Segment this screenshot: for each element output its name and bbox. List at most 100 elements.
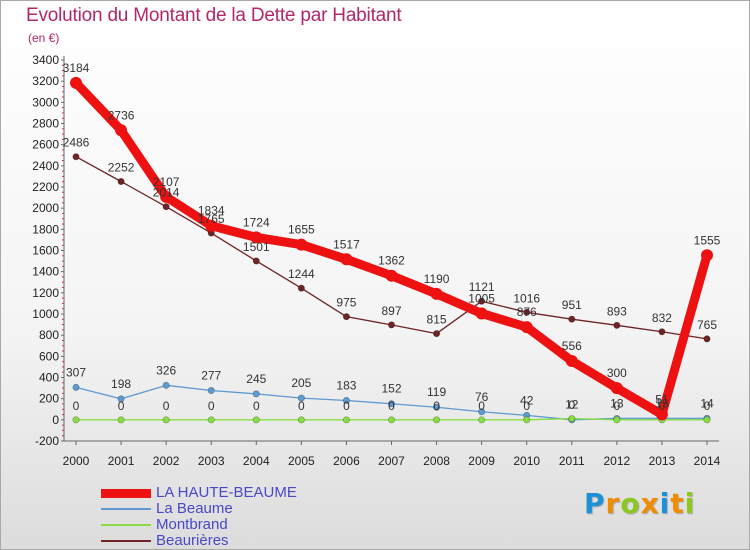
logo-letter: P [584,487,606,520]
data-point [342,416,350,424]
data-point [613,416,621,424]
data-point [475,307,488,320]
y-tick-label: 400 [39,371,59,385]
data-label: 51 [655,392,669,406]
chart-unit-label: (en €) [28,31,60,45]
data-point [701,249,713,262]
data-point [433,416,441,424]
data-label: 2252 [108,160,135,174]
data-point [207,416,215,424]
data-point [117,416,125,424]
y-tick-label: 3400 [32,53,59,67]
data-label: 0 [388,399,395,413]
data-point [478,416,486,424]
y-tick-label: 0 [52,413,59,427]
legend-item: Montbrand [101,517,401,533]
data-point [252,390,260,398]
y-tick-label: 800 [39,328,59,342]
legend-swatch [101,524,151,526]
y-tick-label: 2200 [32,180,59,194]
logo-letter: t [670,487,685,520]
data-point [115,124,128,137]
data-point [342,313,350,321]
data-label: 0 [659,399,666,413]
data-label: 0 [704,399,711,413]
data-point [162,416,170,424]
data-label: 12 [565,398,579,412]
data-point [207,387,215,395]
data-label: 119 [427,385,446,399]
data-label: 42 [520,393,534,407]
data-point [387,416,395,424]
data-label: 13 [655,396,669,410]
data-point [252,257,260,265]
logo-letter: o [620,487,641,520]
data-label: 0 [478,399,485,413]
data-label: 2736 [108,108,135,122]
data-label: 556 [562,339,582,353]
logo-letter: r [605,487,621,520]
legend-item: Beaurières [101,533,401,549]
data-point [117,177,125,185]
y-tick-label: 200 [39,392,59,406]
data-point [252,416,260,424]
y-tick-label: 3000 [32,95,59,109]
x-tick-label: 2002 [153,454,180,468]
data-label: 897 [381,304,401,318]
data-label: 975 [336,296,356,310]
legend-swatch [101,540,151,542]
legend-swatch [101,488,151,498]
logo-letter: x [640,487,660,520]
data-point [520,321,533,334]
data-label: 13 [610,396,624,410]
data-point [117,395,125,403]
data-label: 1121 [469,280,495,294]
y-tick-label: -200 [35,434,59,448]
legend-label: LA HAUTE-BEAUME [156,484,297,501]
data-label: 1244 [288,267,315,281]
line-chart: -200020040060080010001200140016001800200… [32,53,721,468]
data-point [297,284,305,292]
x-tick-label: 2004 [243,454,270,468]
data-label: 0 [433,399,440,413]
data-label: 876 [517,305,537,319]
data-point [568,315,576,323]
data-point [160,190,173,203]
data-label: 0 [73,399,80,413]
y-tick-label: 2400 [32,159,59,173]
data-point [295,238,308,251]
x-tick-label: 2006 [333,454,360,468]
data-label: 1016 [513,291,540,305]
x-tick-label: 2000 [63,454,90,468]
data-point [387,321,395,329]
data-label: 152 [381,382,401,396]
legend-label: La Beaume [156,500,233,517]
data-point [387,400,395,408]
data-point [478,297,486,305]
data-point [523,308,531,316]
data-label: 14 [700,396,714,410]
y-tick-label: 1600 [32,244,59,258]
logo-letter: i [684,487,696,520]
data-label: 0 [253,399,260,413]
data-label: 2014 [153,186,180,200]
legend: LA HAUTE-BEAUME La Beaume Montbrand Beauriè… [101,485,401,549]
logo-letter: i [659,487,671,520]
x-tick-label: 2008 [423,454,450,468]
data-label: 307 [66,365,86,379]
data-point [72,383,80,391]
data-label: 765 [697,318,717,332]
y-tick-label: 1000 [32,307,59,321]
data-label: 0 [208,399,215,413]
x-tick-label: 2003 [198,454,225,468]
data-label: 1765 [198,212,225,226]
data-label: 0 [523,399,530,413]
data-point [250,231,263,244]
legend-label: Montbrand [156,516,228,533]
y-tick-label: 1400 [32,265,59,279]
data-label: 1834 [198,204,225,218]
data-label: 1190 [424,272,450,286]
data-label: 76 [475,390,489,404]
data-label: 0 [118,399,125,413]
x-tick-label: 2014 [694,454,721,468]
